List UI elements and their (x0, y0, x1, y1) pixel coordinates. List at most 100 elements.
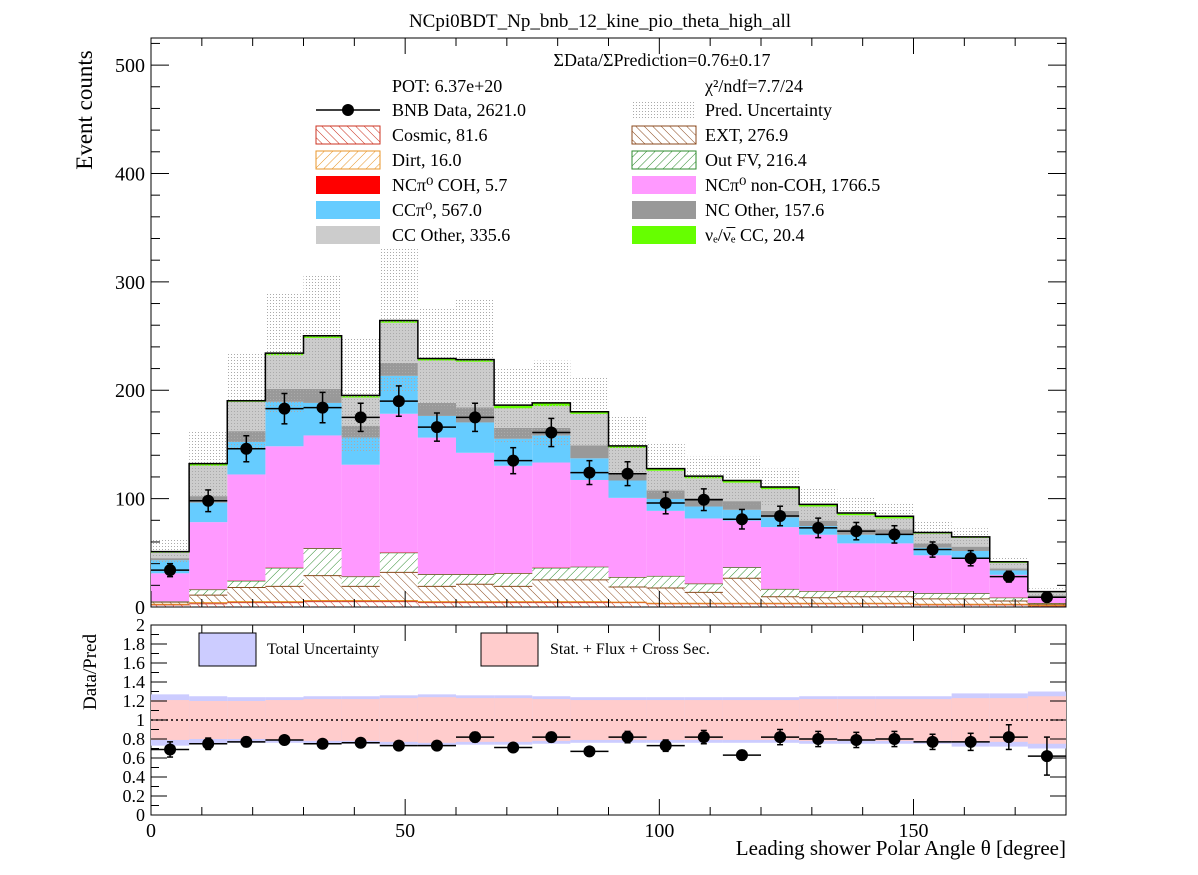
stack-bar-2-2 (227, 587, 266, 602)
stack-bar-0-7 (417, 602, 456, 607)
stack-bar-0-23 (1027, 605, 1066, 607)
stack-bar-2-12 (608, 586, 647, 603)
stack-bar-3-17 (799, 591, 838, 598)
data-point-0 (164, 564, 177, 577)
stack-bar-2-17 (799, 597, 838, 604)
stack-bar-1-10 (532, 601, 571, 603)
stack-bar-2-18 (837, 596, 876, 604)
legend-swatch (631, 125, 697, 145)
legend-label: CC Other, 335.6 (392, 225, 510, 245)
ratio-y-tick-label: 1.8 (123, 634, 146, 654)
stack-bar-0-14 (684, 603, 723, 607)
stack-bar-3-21 (951, 593, 990, 599)
stack-bar-3-19 (875, 591, 914, 597)
data-point-9 (507, 454, 520, 467)
stack-bar-6-1 (189, 502, 228, 523)
stack-bar-3-20 (913, 593, 952, 599)
stack-bar-0-19 (875, 603, 914, 607)
stack-bar-3-9 (494, 573, 533, 587)
data-point-21 (964, 552, 977, 565)
legend-label: NCπ⁰ non-COH, 1766.5 (705, 175, 880, 195)
total-prediction-line (151, 319, 1066, 593)
stack-bar-5-22 (989, 574, 1028, 598)
stack-bar-1-5 (341, 600, 380, 602)
data-point-13 (659, 496, 672, 509)
stack-bar-3-1 (189, 589, 228, 596)
stack-bar-0-6 (379, 601, 418, 607)
ratio-point-22 (1002, 731, 1015, 744)
stack-bar-0-13 (646, 603, 685, 607)
stack-bar-3-10 (532, 567, 571, 580)
legend-label: NCπ⁰ COH, 5.7 (392, 175, 507, 195)
stack-bar-2-19 (875, 596, 914, 604)
ratio-point-11 (583, 745, 596, 758)
data-point-2 (240, 442, 253, 455)
stack-bar-0-17 (799, 603, 838, 607)
stack-bar-5-1 (189, 522, 228, 590)
stack-bar-0-16 (761, 603, 800, 607)
data-point-17 (812, 521, 825, 534)
stack-bar-3-22 (989, 597, 1028, 602)
data-point-18 (850, 525, 863, 538)
pot-label: POT: 6.37e+20 (392, 76, 502, 96)
stack-bar-3-13 (646, 576, 685, 589)
legend-swatch (632, 176, 696, 194)
stack-bar-5-19 (875, 543, 914, 592)
stack-bar-3-14 (684, 583, 723, 593)
ratio-y-tick-label: 0.8 (123, 729, 146, 749)
ratio-point-14 (697, 731, 710, 744)
legend-swatch (316, 201, 380, 219)
stack-bar-3-15 (722, 567, 761, 579)
stack-bar-3-2 (227, 580, 266, 588)
ratio-legend-swatch (198, 632, 257, 667)
stack-bar-0-5 (341, 601, 380, 607)
legend-label: EXT, 276.9 (705, 125, 788, 145)
chart-title: NCpi0BDT_Np_bnb_12_kine_pio_theta_high_a… (409, 11, 791, 32)
stack-bar-3-6 (379, 552, 418, 573)
y-tick-label: 500 (115, 55, 145, 77)
ratio-point-2 (240, 735, 253, 748)
stack-bar-6-12 (608, 480, 647, 498)
legend-swatch (631, 150, 697, 170)
ratio-point-21 (964, 735, 977, 748)
stack-bar-7-11 (570, 445, 609, 459)
data-point-20 (926, 543, 939, 556)
stack-bar-2-20 (913, 598, 952, 605)
legend-swatch (632, 201, 696, 219)
stack-bar-1-7 (417, 601, 456, 603)
stack-bar-2-16 (761, 596, 800, 604)
stack-bar-7-21 (951, 546, 990, 551)
stack-bar-2-9 (494, 586, 533, 602)
ratio-legend-label: Stat. + Flux + Cross Sec. (550, 641, 710, 658)
ratio-legend-swatch (480, 632, 539, 667)
legend-label: νₑ/ν̅ₑ CC, 20.4 (705, 225, 805, 245)
stack-bar-1-11 (570, 601, 609, 603)
ratio-point-3 (278, 733, 291, 746)
stack-bar-2-15 (722, 578, 761, 604)
stack-bar-3-23 (1027, 603, 1066, 605)
stack-bar-2-6 (379, 572, 418, 601)
stat-unc-bin-1 (189, 701, 228, 739)
top-axes: 0 100 200 300 400 500 (115, 38, 1067, 619)
y-tick-label: 400 (115, 163, 145, 185)
legend-label: Pred. Uncertainty (705, 100, 832, 120)
stack-bar-0-0 (151, 604, 190, 607)
ratio-y-tick-label: 0.2 (123, 786, 146, 806)
stack-bar-0-12 (608, 602, 647, 607)
stack-bar-2-0 (151, 602, 190, 605)
stack-bar-5-9 (494, 465, 533, 574)
stack-bar-0-3 (265, 602, 304, 607)
y-axis-label: Event counts (72, 50, 97, 169)
ratio-y-tick-label: 1.2 (123, 691, 146, 711)
stack-bar-0-8 (456, 602, 495, 607)
ratio-point-20 (926, 735, 939, 748)
x-tick-label: 0 (146, 820, 156, 842)
ratio-data-points (151, 724, 1066, 776)
data-point-6 (392, 395, 405, 408)
ratio-point-5 (354, 736, 367, 749)
stack-bar-7-22 (989, 568, 1028, 571)
stack-bar-0-22 (989, 604, 1028, 607)
legend-label: Out FV, 216.4 (705, 150, 807, 170)
stack-bar-5-14 (684, 518, 723, 584)
data-point-7 (430, 421, 443, 434)
